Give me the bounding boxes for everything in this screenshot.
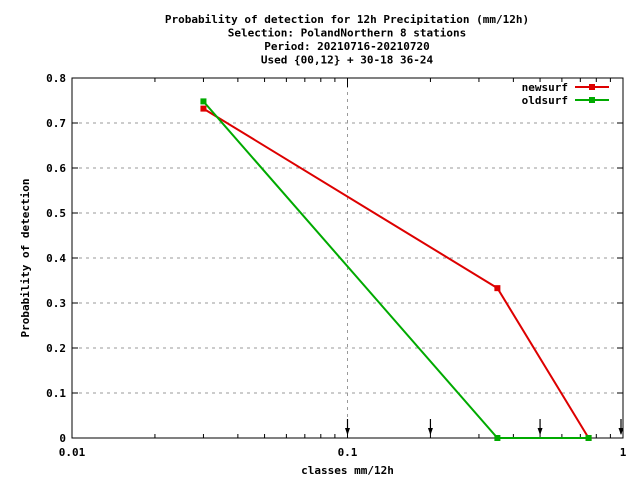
x-tick-label: 0.1 [338,446,358,459]
y-tick-label: 0.7 [46,117,66,130]
class-marker-arrow [537,419,543,435]
y-tick-label: 0.6 [46,162,66,175]
y-tick-label: 0.8 [46,72,66,85]
title-line: Period: 20210716-20210720 [264,40,430,53]
class-marker-arrow [345,419,350,435]
series-line-newsurf [202,107,590,439]
class-marker-arrow [618,419,624,435]
y-tick-label: 0.3 [46,297,66,310]
grid [72,78,623,438]
x-tick-label: 1 [620,446,627,459]
y-tick-label: 0.2 [46,342,66,355]
title-line: Used {00,12} + 30-18 36-24 [261,54,434,67]
chart-title: Probability of detection for 12h Precipi… [165,13,529,67]
y-tick-label: 0.4 [46,252,66,265]
legend-label: newsurf [522,81,568,94]
title-line: Probability of detection for 12h Precipi… [165,13,529,26]
title-line: Selection: PolandNorthern 8 stations [228,27,466,40]
y-tick-label: 0.1 [46,387,66,400]
series [200,98,592,441]
legend-marker [589,84,595,90]
data-point-newsurf [494,285,501,292]
x-tick-label: 0.01 [59,446,86,459]
x-axis-label: classes mm/12h [301,464,394,477]
y-axis-label: Probability of detection [19,179,32,338]
class-marker-arrow [427,419,433,435]
axis-ticks: 0 0.1 0.2 0.3 0.4 0.5 0.6 0.7 0.8 0.01 0.1 1 [46,72,627,459]
data-point-oldsurf [494,435,501,441]
data-point-oldsurf [585,435,592,441]
y-tick-label: 0 [59,432,66,445]
data-point-oldsurf [200,98,207,105]
y-tick-label: 0.5 [46,207,66,220]
series-line-oldsurf [202,100,589,439]
legend-label: oldsurf [522,94,568,107]
legend-marker [589,97,595,103]
data-point-newsurf [200,105,207,112]
class-markers [345,419,624,435]
